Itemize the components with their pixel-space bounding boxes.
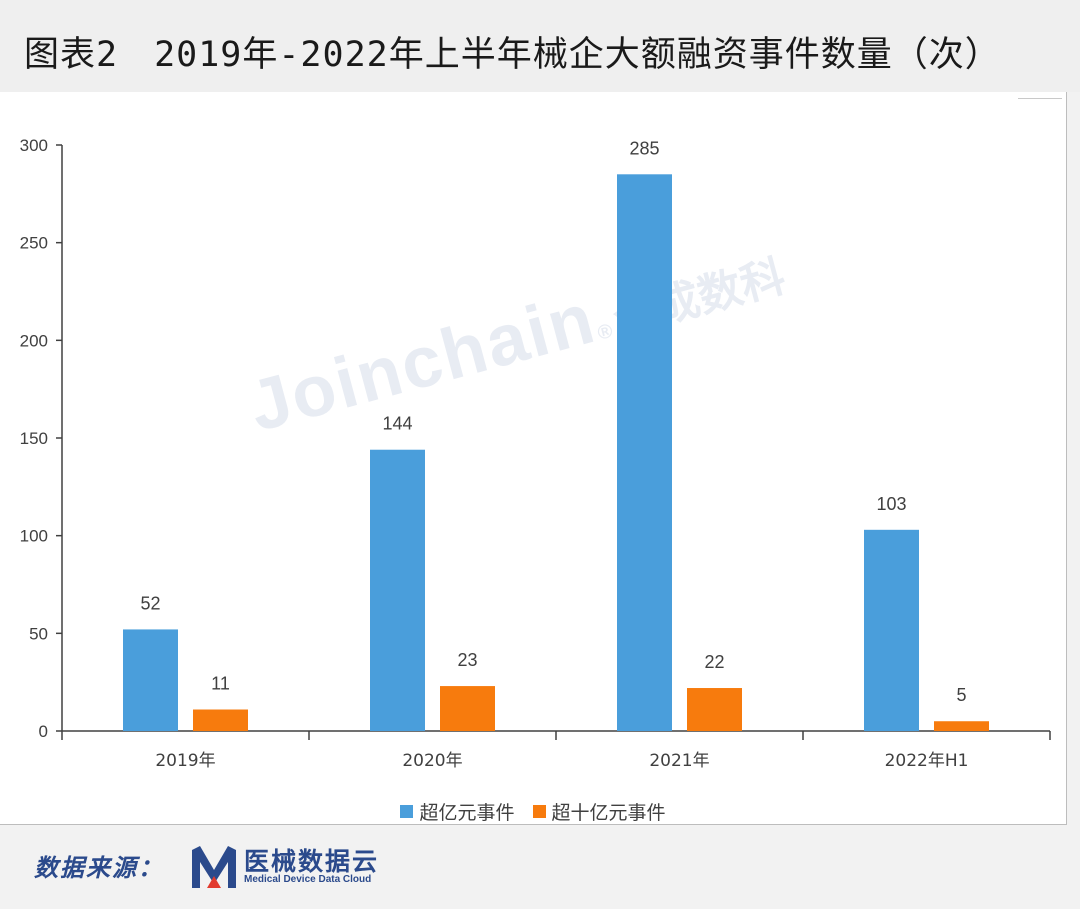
data-label: 22 — [704, 652, 724, 672]
legend-label-series2: 超十亿元事件 — [551, 801, 666, 824]
legend: 超亿元事件 超十亿元事件 — [0, 796, 1066, 826]
x-axis: 2019年 2020年 2021年 2022年H1 — [61, 730, 1051, 771]
data-label: 23 — [457, 650, 477, 670]
y-tick-label: 100 — [20, 527, 48, 546]
x-tick-label: 2021年 — [649, 751, 709, 771]
data-label: 285 — [629, 138, 659, 158]
y-axis: 0 50 100 150 200 250 300 — [20, 136, 63, 741]
bar-series1 — [864, 529, 919, 731]
legend-item-series2: 超十亿元事件 — [532, 798, 666, 825]
x-tick-label: 2019年 — [155, 751, 215, 771]
data-label: 11 — [211, 674, 230, 694]
bar-series2 — [687, 688, 742, 731]
data-label: 144 — [382, 414, 412, 434]
logo-name-cn: 医械数据云 — [244, 847, 380, 876]
data-label: 52 — [140, 593, 160, 613]
bar-series2 — [934, 721, 989, 731]
y-tick-label: 50 — [29, 624, 48, 643]
y-tick-label: 300 — [20, 136, 48, 155]
chart-title: 图表2 2019年-2022年上半年械企大额融资事件数量（次） — [24, 35, 1001, 75]
data-label: 103 — [876, 494, 906, 514]
header: 图表2 2019年-2022年上半年械企大额融资事件数量（次） — [0, 0, 1080, 92]
bar-series1 — [123, 629, 178, 731]
bar-series1 — [370, 449, 425, 731]
legend-swatch-series2 — [532, 804, 546, 818]
data-labels: 52 144 285 103 11 23 22 5 — [140, 138, 966, 705]
panel-corner-line — [1018, 92, 1062, 99]
y-tick-label: 200 — [20, 331, 48, 350]
legend-label-series1: 超亿元事件 — [419, 801, 515, 824]
logo-name-en: Medical Device Data Cloud — [244, 874, 372, 885]
x-tick-label: 2022年H1 — [885, 751, 969, 771]
bars — [123, 174, 989, 732]
legend-swatch-series1 — [400, 804, 414, 818]
bar-series2 — [440, 686, 495, 731]
bar-series1 — [617, 174, 672, 732]
source-label: 数据来源： — [34, 854, 164, 882]
data-label: 5 — [956, 685, 966, 705]
y-tick-label: 250 — [20, 234, 48, 253]
legend-item-series1: 超亿元事件 — [400, 798, 515, 825]
footer: 数据来源： 医械数据云 Medical Device Data Cloud — [0, 826, 1080, 909]
y-tick-label: 150 — [20, 429, 48, 448]
x-tick-label: 2020年 — [402, 751, 462, 771]
m-logo-icon — [192, 846, 236, 888]
y-tick-label: 0 — [39, 722, 48, 741]
bar-series2 — [193, 709, 248, 731]
